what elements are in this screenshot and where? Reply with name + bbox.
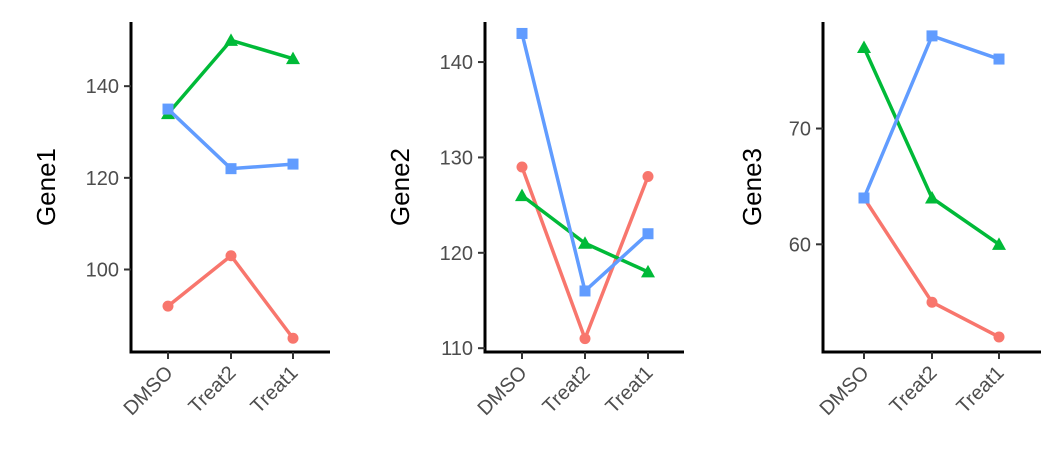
y-tick-label: 140 bbox=[86, 76, 119, 98]
data-point-circle bbox=[516, 161, 528, 173]
data-point-circle bbox=[579, 333, 591, 345]
data-point-circle bbox=[162, 300, 174, 312]
data-point-triangle bbox=[925, 191, 939, 204]
data-point-square bbox=[225, 163, 237, 175]
y-tick-label: 70 bbox=[789, 119, 811, 141]
data-point-circle bbox=[993, 331, 1005, 343]
y-tick-label: 120 bbox=[86, 168, 119, 190]
data-point-square bbox=[162, 103, 174, 115]
data-point-circle bbox=[642, 171, 654, 183]
series-line-square bbox=[520, 33, 650, 293]
y-tick-label: 130 bbox=[440, 147, 473, 169]
series-line-triangle bbox=[520, 194, 649, 274]
x-tick-label: Treat2 bbox=[539, 362, 595, 418]
data-point-square bbox=[287, 158, 299, 170]
series-line-square bbox=[166, 107, 294, 171]
y-tick-label: 140 bbox=[440, 52, 473, 74]
y-axis-title: Gene2 bbox=[385, 148, 415, 226]
y-tick-label: 60 bbox=[789, 234, 811, 256]
x-tick-label: Treat2 bbox=[886, 362, 942, 418]
y-tick-label: 120 bbox=[440, 243, 473, 265]
series-line-square bbox=[862, 34, 1000, 199]
data-point-triangle bbox=[515, 188, 529, 202]
y-axis-title: Gene1 bbox=[31, 148, 61, 226]
data-point-triangle bbox=[224, 33, 238, 46]
data-point-square bbox=[516, 27, 528, 39]
x-tick-label: Treat1 bbox=[247, 362, 303, 418]
data-point-triangle bbox=[992, 237, 1006, 250]
data-point-square bbox=[926, 30, 938, 42]
data-point-circle bbox=[287, 332, 299, 344]
data-point-square bbox=[642, 228, 654, 240]
x-tick-label: DMSO bbox=[474, 362, 532, 420]
series-line-triangle bbox=[166, 38, 294, 115]
data-point-square bbox=[579, 285, 591, 297]
x-tick-label: DMSO bbox=[120, 362, 178, 420]
series-line-circle bbox=[166, 254, 295, 340]
chart-panel-gene2: 110 120 130 140 DMSO Treat2 Treat1 Gene2 bbox=[385, 22, 684, 420]
data-point-triangle bbox=[641, 264, 655, 278]
series-line-circle bbox=[862, 197, 1000, 339]
data-point-circle bbox=[926, 296, 938, 308]
data-point-circle bbox=[225, 250, 237, 262]
y-tick-label: 110 bbox=[441, 338, 473, 360]
chart-panel-gene3: 60 70 DMSO Treat2 Treat1 Gene3 bbox=[737, 22, 1041, 420]
data-point-triangle bbox=[286, 51, 300, 65]
x-tick-label: DMSO bbox=[816, 362, 874, 420]
data-point-square bbox=[993, 53, 1005, 65]
x-tick-label: Treat2 bbox=[185, 362, 241, 418]
chart-panel-gene1: 100 120 140 DMSO Treat2 Treat1 Gene1 bbox=[31, 22, 330, 420]
y-axis-title: Gene3 bbox=[737, 148, 767, 226]
x-tick-label: Treat1 bbox=[602, 362, 658, 418]
data-point-triangle bbox=[857, 40, 871, 53]
y-tick-label: 100 bbox=[86, 260, 119, 282]
x-tick-label: Treat1 bbox=[953, 362, 1009, 418]
data-point-square bbox=[858, 192, 870, 204]
data-point-triangle bbox=[578, 236, 592, 249]
